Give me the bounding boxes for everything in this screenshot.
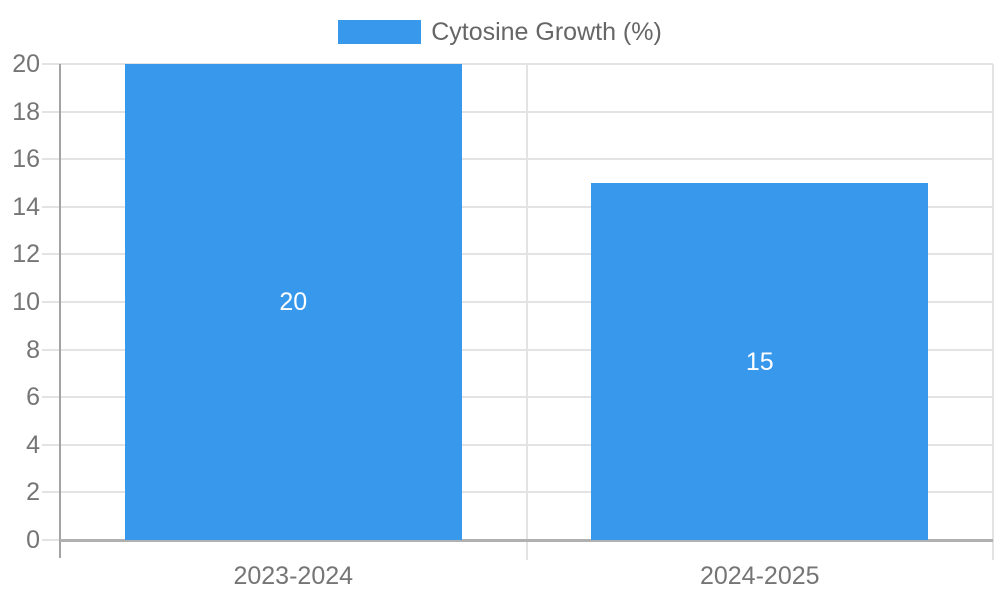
y-axis-tick-label: 4 <box>26 430 40 459</box>
legend-item[interactable]: Cytosine Growth (%) <box>0 19 1000 45</box>
x-axis-category-label: 2024-2025 <box>699 562 820 590</box>
y-axis-tick-label: 0 <box>26 526 40 554</box>
y-axis-tick-label: 16 <box>12 145 40 174</box>
bar-value-label: 20 <box>279 288 308 316</box>
gridline <box>42 491 993 494</box>
y-axis-line <box>59 64 61 558</box>
gridline <box>42 253 993 256</box>
gridline <box>42 443 993 446</box>
gridline <box>525 64 528 560</box>
bar[interactable] <box>591 183 929 540</box>
y-axis-tick-label: 10 <box>12 288 40 316</box>
bar-value-label: 15 <box>745 347 774 376</box>
gridline <box>42 63 993 65</box>
legend-label: Cytosine Growth (%) <box>431 18 662 46</box>
gridline <box>42 205 993 208</box>
gridline <box>42 301 993 303</box>
y-axis-tick-label: 12 <box>12 240 40 269</box>
gridline <box>42 158 993 161</box>
x-axis-line <box>60 539 993 542</box>
y-axis-tick-label: 2 <box>26 478 40 507</box>
x-axis-category-label: 2023-2024 <box>233 562 354 590</box>
y-axis-tick-label: 18 <box>12 97 40 126</box>
y-axis-tick-label: 6 <box>26 383 40 412</box>
legend-swatch <box>338 20 422 44</box>
gridline <box>42 396 993 399</box>
y-axis-tick-label: 20 <box>12 50 40 78</box>
y-axis-tick-label: 8 <box>26 335 40 364</box>
gridline <box>992 64 994 560</box>
gridline <box>42 348 993 351</box>
bar[interactable] <box>124 64 462 540</box>
y-axis-tick-label: 14 <box>12 192 40 221</box>
gridline <box>42 110 993 113</box>
